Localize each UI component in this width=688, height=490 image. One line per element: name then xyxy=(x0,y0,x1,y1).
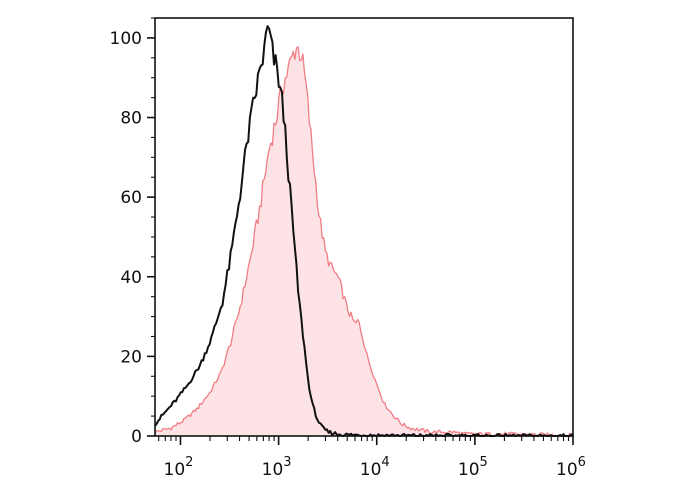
y-tick-label: 60 xyxy=(120,188,142,208)
y-axis: 0 20 40 60 80 100 xyxy=(110,17,155,447)
series-area-fill xyxy=(155,46,573,437)
x-tick-base: 10 xyxy=(556,460,578,480)
x-tick-label: 105 xyxy=(458,455,488,480)
x-tick-exponent: 4 xyxy=(381,455,389,470)
x-tick-label: 102 xyxy=(164,455,194,480)
x-tick-exponent: 6 xyxy=(578,455,586,470)
x-tick-base: 10 xyxy=(262,460,284,480)
x-tick-label: 104 xyxy=(360,455,390,480)
y-tick-label: 80 xyxy=(120,109,142,129)
series-outline-filled xyxy=(154,46,574,437)
plot-border xyxy=(154,17,574,437)
y-tick-label: 20 xyxy=(120,347,142,367)
y-tick-label: 100 xyxy=(110,29,142,49)
x-axis: 102 103 104 105 106 xyxy=(158,436,586,480)
x-tick-label: 103 xyxy=(262,455,292,480)
x-tick-base: 10 xyxy=(360,460,382,480)
x-tick-label: 106 xyxy=(556,455,586,480)
x-tick-exponent: 3 xyxy=(283,455,291,470)
x-tick-base: 10 xyxy=(458,460,480,480)
x-tick-exponent: 2 xyxy=(185,455,193,470)
y-tick-label: 40 xyxy=(120,268,142,288)
plot-frame xyxy=(154,17,574,437)
y-tick-label: 0 xyxy=(131,427,142,447)
x-tick-exponent: 5 xyxy=(480,455,488,470)
x-tick-base: 10 xyxy=(164,460,186,480)
